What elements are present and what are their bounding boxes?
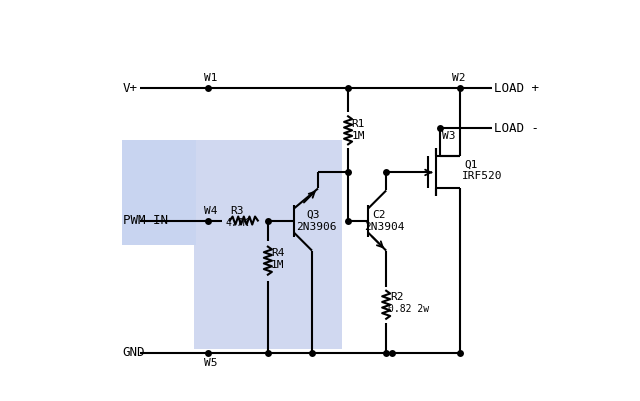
Text: LOAD -: LOAD - xyxy=(495,122,540,135)
Text: 2N3904: 2N3904 xyxy=(364,222,404,231)
Text: 4.7K: 4.7K xyxy=(226,218,249,227)
Text: V+: V+ xyxy=(123,82,138,95)
Text: W1: W1 xyxy=(204,73,217,83)
FancyBboxPatch shape xyxy=(122,140,196,245)
Text: W4: W4 xyxy=(204,206,217,215)
Text: W2: W2 xyxy=(452,73,466,83)
Text: 2N3906: 2N3906 xyxy=(296,222,337,231)
Text: 0.82 2w: 0.82 2w xyxy=(388,304,429,314)
FancyBboxPatch shape xyxy=(194,140,342,349)
Text: GND: GND xyxy=(123,346,145,359)
Text: Q3: Q3 xyxy=(306,210,319,219)
Text: Q1: Q1 xyxy=(465,160,478,169)
Text: W5: W5 xyxy=(204,358,217,368)
Text: W3: W3 xyxy=(442,132,456,141)
Text: R4: R4 xyxy=(271,248,285,257)
Text: IRF520: IRF520 xyxy=(462,172,503,181)
Text: R3: R3 xyxy=(230,206,243,215)
Text: R1: R1 xyxy=(351,119,365,129)
Text: C2: C2 xyxy=(372,210,386,219)
Text: LOAD +: LOAD + xyxy=(495,82,540,95)
Text: 1M: 1M xyxy=(271,260,285,269)
Text: R2: R2 xyxy=(390,292,404,302)
Text: 1M: 1M xyxy=(351,132,365,141)
Text: PWM IN: PWM IN xyxy=(123,214,168,227)
